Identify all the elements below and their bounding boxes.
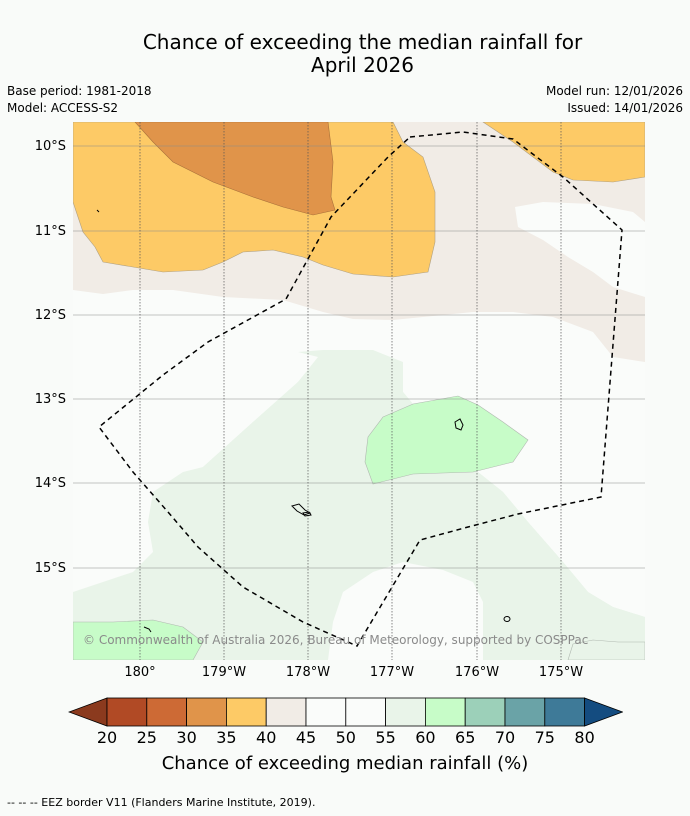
colorbar-tick-label: 20 [96, 728, 118, 747]
colorbar-swatch [106, 697, 148, 727]
model-run: Model run: 12/01/2026 [545, 84, 683, 98]
region-55-60-se [453, 452, 645, 660]
region-35-40 [73, 122, 436, 278]
issued-date: Issued: 14/01/2026 [567, 101, 683, 115]
lon-label-176w: 176°W [454, 665, 500, 680]
colorbar-swatch [265, 697, 307, 727]
island-5 [143, 626, 152, 633]
colorbar-swatch-below [67, 697, 108, 727]
colorbar-tick-label: 60 [415, 728, 436, 747]
colorbar-swatch [424, 697, 466, 727]
colorbar-tick-label: 80 [574, 728, 595, 747]
colorbar-swatch [225, 697, 267, 727]
colorbar [67, 697, 624, 731]
lat-label-11s: 11°S [34, 224, 66, 239]
colorbar-swatch [464, 697, 506, 727]
forecast-map[interactable] [73, 122, 645, 660]
lat-label-12s: 12°S [34, 308, 66, 323]
colorbar-tick-label: 70 [494, 728, 516, 747]
island-3 [302, 511, 312, 517]
lat-label-14s: 14°S [34, 476, 66, 491]
colorbar-swatch [544, 697, 585, 727]
region-55-60-se2 [567, 639, 645, 660]
chart-title: Chance of exceeding the median rainfall … [0, 31, 690, 77]
island-6 [96, 209, 100, 213]
lon-label-178w: 178°W [285, 665, 331, 680]
lon-label-179w: 179°W [201, 665, 247, 680]
lat-grid [73, 145, 645, 569]
colorbar-tick-label: 45 [295, 728, 317, 747]
model-name: Model: ACCESS-S2 [7, 101, 119, 115]
lat-label-10s: 10°S [34, 139, 66, 154]
colorbar-tick-label: 50 [335, 728, 356, 747]
region-50-55-ne [515, 202, 645, 297]
region-35-40-ne [482, 122, 645, 183]
colorbar-tick-label: 35 [216, 728, 237, 747]
colorbar-swatch [385, 697, 426, 727]
meta-left: Base period: 1981-2018 Model: ACCESS-S2 [7, 83, 152, 117]
colorbar-swatch [186, 697, 227, 727]
colorbar-svg [67, 697, 624, 727]
island-4 [503, 616, 511, 622]
colorbar-tick-label: 40 [256, 728, 277, 747]
colorbar-tick-label: 75 [534, 728, 555, 747]
colorbar-swatch [305, 697, 347, 727]
island-1 [454, 418, 464, 431]
colorbar-title: Chance of exceeding median rainfall (%) [161, 753, 529, 774]
region-60-65 [364, 395, 529, 485]
colorbar-tick-label: 65 [455, 728, 476, 747]
colorbar-swatch [146, 697, 188, 727]
title-line-1: Chance of exceeding the median rainfall … [142, 30, 583, 54]
eez-legend-note: -- -- -- EEZ border V11 (Flanders Marine… [7, 796, 316, 809]
meta-right: Model run: 12/01/2026 Issued: 14/01/2026 [546, 83, 683, 117]
lon-label-177w: 177°W [369, 665, 415, 680]
colorbar-swatch [345, 697, 386, 727]
lat-label-13s: 13°S [34, 392, 66, 407]
copyright-notice: © Commonwealth of Australia 2026, Bureau… [83, 633, 589, 647]
lon-label-180: 180° [124, 665, 156, 680]
colorbar-swatch [504, 697, 546, 727]
region-50-55 [73, 282, 645, 617]
map-svg [73, 122, 645, 660]
region-60-65-sw [73, 619, 204, 660]
region-30-35 [134, 122, 336, 216]
colorbar-swatch-above [584, 697, 624, 727]
colorbar-tick-label: 55 [375, 728, 396, 747]
base-period: Base period: 1981-2018 [7, 84, 152, 98]
eez-border [97, 131, 623, 647]
lat-label-15s: 15°S [34, 561, 66, 576]
lon-label-175w: 175°W [538, 665, 584, 680]
region-50-55-south [328, 562, 483, 660]
colorbar-tick-label: 25 [136, 728, 157, 747]
title-line-2: April 2026 [311, 53, 414, 77]
colorbar-tick-label: 30 [176, 728, 197, 747]
